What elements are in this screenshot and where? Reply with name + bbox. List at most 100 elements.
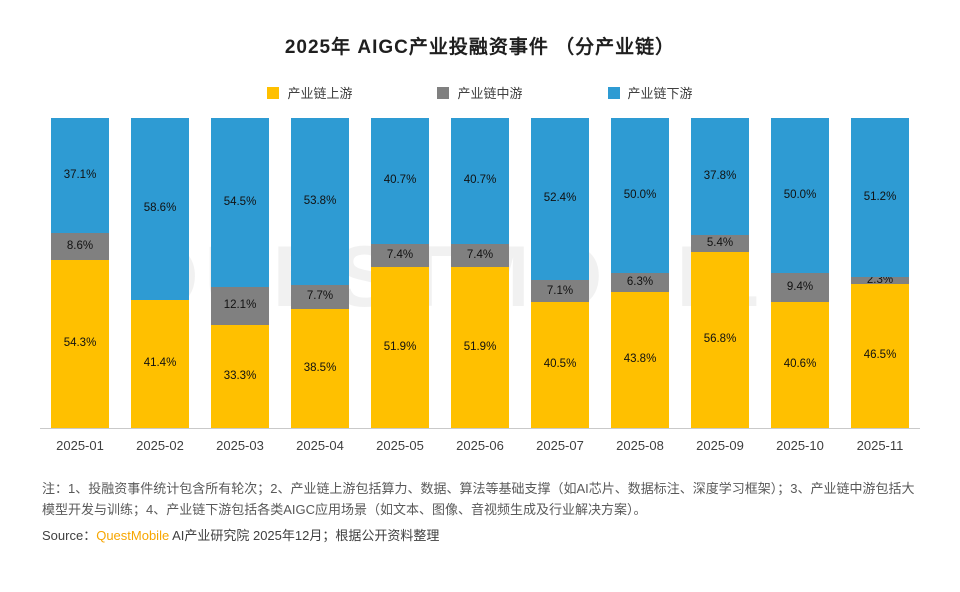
bar-segment-downstream: 58.6%: [131, 118, 189, 300]
legend-swatch-upstream: [267, 86, 280, 99]
bar-segment-midstream: 9.4%: [771, 273, 829, 303]
bar-slot: 41.4% 58.6%: [120, 118, 200, 428]
stacked-bar-2025-08: 43.8% 6.3% 50.0%: [611, 118, 669, 428]
legend-item-upstream: 产业链上游: [267, 83, 352, 102]
brand-questmobile: QuestMobile: [96, 527, 170, 543]
bars: 54.3% 8.6% 37.1% 41.4% 58.6% 33.3% 12.1% 54.5% 3…: [40, 118, 920, 428]
data-label-downstream: 40.7%: [383, 174, 417, 187]
bar-slot: 46.5% 2.3% 51.2%: [840, 118, 920, 428]
x-axis-label: 2025-11: [856, 438, 904, 453]
data-label-midstream: 6.3%: [626, 275, 654, 288]
legend-swatch-midstream: [437, 86, 450, 99]
data-label-upstream: 41.4%: [143, 357, 177, 370]
bar-segment-upstream: 41.4%: [131, 299, 189, 428]
bar-slot: 40.6% 9.4% 50.0%: [760, 118, 840, 428]
bar-slot: 51.9% 7.4% 40.7%: [440, 118, 520, 428]
data-label-midstream: 7.7%: [306, 289, 334, 302]
x-axis-label: 2025-05: [376, 438, 424, 453]
bar-segment-upstream: 40.5%: [531, 302, 589, 428]
bar-segment-downstream: 37.8%: [691, 118, 749, 236]
stacked-bar-2025-02: 41.4% 58.6%: [131, 118, 189, 428]
bar-segment-midstream: 7.4%: [451, 244, 509, 268]
data-label-midstream: 2.3%: [866, 273, 894, 286]
legend-label-upstream: 产业链上游: [287, 86, 353, 101]
stacked-bar-2025-03: 33.3% 12.1% 54.5%: [211, 118, 269, 428]
data-label-upstream: 51.9%: [463, 340, 497, 353]
x-axis-label: 2025-09: [696, 438, 744, 453]
bar-slot: 51.9% 7.4% 40.7%: [360, 118, 440, 428]
bar-segment-downstream: 40.7%: [371, 118, 429, 245]
data-label-upstream: 54.3%: [63, 337, 97, 350]
data-label-midstream: 7.1%: [546, 284, 574, 297]
stacked-bar-2025-07: 40.5% 7.1% 52.4%: [531, 118, 589, 428]
bar-segment-midstream: 12.1%: [211, 287, 269, 325]
stacked-bar-2025-01: 54.3% 8.6% 37.1%: [51, 118, 109, 428]
bar-segment-upstream: 38.5%: [291, 308, 349, 428]
bar-segment-upstream: 51.9%: [451, 267, 509, 428]
x-axis-label: 2025-01: [56, 438, 104, 453]
x-axis-label: 2025-06: [456, 438, 504, 453]
data-label-upstream: 38.5%: [303, 361, 337, 374]
legend-label-midstream: 产业链中游: [457, 86, 523, 101]
x-axis-label: 2025-04: [296, 438, 344, 453]
chart-title: 2025年 AIGC产业投融资事件 （分产业链）: [284, 37, 676, 58]
bar-segment-midstream: 7.4%: [371, 244, 429, 268]
x-axis-label: 2025-10: [776, 438, 824, 453]
data-label-downstream: 37.8%: [703, 169, 737, 182]
bar-slot: 43.8% 6.3% 50.0%: [600, 118, 680, 428]
data-label-downstream: 50.0%: [783, 188, 817, 201]
bar-segment-downstream: 50.0%: [771, 118, 829, 274]
bar-slot: 56.8% 5.4% 37.8%: [680, 118, 760, 428]
bar-segment-upstream: 40.6%: [771, 302, 829, 428]
data-label-downstream: 51.2%: [863, 190, 897, 203]
bar-segment-downstream: 52.4%: [531, 118, 589, 281]
data-label-downstream: 58.6%: [143, 202, 177, 215]
data-label-upstream: 40.5%: [543, 358, 577, 371]
data-label-midstream: 5.4%: [706, 236, 734, 249]
bar-segment-midstream: 7.1%: [531, 280, 589, 303]
data-label-downstream: 53.8%: [303, 194, 337, 207]
bar-segment-upstream: 54.3%: [51, 259, 109, 428]
stacked-bar-2025-09: 56.8% 5.4% 37.8%: [691, 118, 749, 428]
bar-segment-downstream: 51.2%: [851, 118, 909, 277]
bar-segment-downstream: 50.0%: [611, 118, 669, 273]
data-label-upstream: 40.6%: [783, 358, 817, 371]
footnote: 注：1、投融资事件统计包含所有轮次；2、产业链上游包括算力、数据、算法等基础支撑…: [42, 481, 915, 517]
bar-segment-upstream: 56.8%: [691, 251, 749, 428]
stacked-bar-2025-04: 38.5% 7.7% 53.8%: [291, 118, 349, 428]
bar-slot: 38.5% 7.7% 53.8%: [280, 118, 360, 428]
bar-segment-upstream: 46.5%: [851, 283, 909, 428]
bar-segment-midstream: 5.4%: [691, 235, 749, 252]
data-label-upstream: 33.3%: [223, 369, 257, 382]
bar-slot: 40.5% 7.1% 52.4%: [520, 118, 600, 428]
data-label-downstream: 37.1%: [63, 168, 97, 181]
data-label-midstream: 9.4%: [786, 280, 814, 293]
data-label-downstream: 40.7%: [463, 174, 497, 187]
stacked-bar-2025-06: 51.9% 7.4% 40.7%: [451, 118, 509, 428]
bar-segment-upstream: 51.9%: [371, 267, 429, 428]
source-prefix: Source：: [42, 527, 97, 543]
data-label-midstream: 8.6%: [66, 239, 94, 252]
bar-segment-downstream: 54.5%: [211, 118, 269, 288]
bar-segment-downstream: 37.1%: [51, 118, 109, 234]
legend-swatch-downstream: [607, 86, 620, 99]
bar-segment-midstream: 2.3%: [851, 273, 909, 286]
bar-segment-midstream: 6.3%: [611, 272, 669, 293]
bar-segment-upstream: 43.8%: [611, 292, 669, 428]
bar-segment-downstream: 53.8%: [291, 118, 349, 285]
legend-item-downstream: 产业链下游: [607, 83, 693, 102]
bar-segment-downstream: 40.7%: [451, 118, 509, 245]
data-label-upstream: 56.8%: [703, 333, 737, 346]
bar-slot: 33.3% 12.1% 54.5%: [200, 118, 280, 428]
x-axis-label: 2025-03: [216, 438, 264, 453]
stacked-bar-2025-11: 46.5% 2.3% 51.2%: [851, 118, 909, 428]
data-label-downstream: 50.0%: [623, 188, 657, 201]
stacked-bar-2025-10: 40.6% 9.4% 50.0%: [771, 118, 829, 428]
data-label-downstream: 54.5%: [223, 196, 257, 209]
chart-plot-area: QUESTMOBILE 54.3%8.6%37.1%41.4%58.6%33.3…: [40, 118, 920, 428]
data-label-midstream: 7.4%: [386, 248, 414, 261]
legend-item-midstream: 产业链中游: [437, 83, 523, 102]
data-label-upstream: 43.8%: [623, 353, 657, 366]
x-axis-label: 2025-08: [616, 438, 664, 453]
